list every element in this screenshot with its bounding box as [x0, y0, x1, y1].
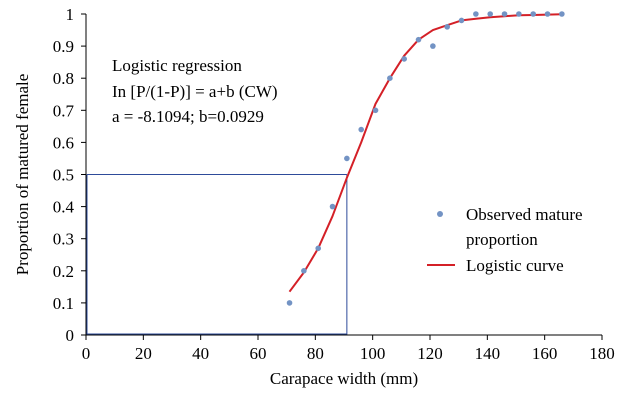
- x-tick-label: 140: [475, 344, 501, 363]
- x-tick-label: 100: [360, 344, 386, 363]
- observed-point: [401, 56, 408, 62]
- series: [286, 11, 565, 306]
- x-tick-label: 40: [192, 344, 209, 363]
- observed-point: [372, 107, 379, 114]
- observed-point: [559, 11, 565, 17]
- legend-marker-observed: [437, 211, 443, 217]
- legend-label-observed-line-2: proportion: [466, 230, 538, 249]
- observed-point: [458, 17, 465, 24]
- y-tick-label: 0.6: [53, 133, 74, 152]
- x-tick-label: 120: [417, 344, 443, 363]
- observed-point: [329, 203, 336, 210]
- reference-lines: [86, 174, 348, 335]
- observed-point: [430, 43, 436, 49]
- legend-label-observed-line-1: Observed mature: [466, 205, 583, 224]
- observed-point: [301, 268, 307, 274]
- legend: Observed mature proportion Logistic curv…: [427, 205, 583, 275]
- x-tick-label: 160: [532, 344, 558, 363]
- x-ticks: 0 20 40 60 80 100 120 140 160 180: [82, 335, 615, 363]
- y-tick-label: 0.9: [53, 37, 74, 56]
- x-tick-label: 180: [589, 344, 615, 363]
- observed-point: [358, 126, 365, 133]
- observed-point: [501, 11, 508, 17]
- legend-label-logistic: Logistic curve: [466, 256, 564, 275]
- y-tick-label: 0: [66, 326, 75, 345]
- x-tick-label: 0: [82, 344, 91, 363]
- observed-point: [415, 36, 422, 43]
- annotation-line-2: In [P/(1-P)] = a+b (CW): [112, 82, 278, 101]
- observed-point: [444, 24, 451, 30]
- regression-annotation: Logistic regression In [P/(1-P)] = a+b (…: [112, 56, 278, 126]
- observed-point: [516, 11, 522, 17]
- annotation-line-3: a = -8.1094; b=0.0929: [112, 107, 264, 126]
- x-tick-label: 60: [250, 344, 267, 363]
- observed-point: [487, 11, 494, 17]
- x-axis-title: Carapace width (mm): [270, 369, 418, 388]
- logistic-curve-line: [288, 13, 562, 293]
- observed-point: [315, 245, 322, 252]
- x-tick-label: 20: [135, 344, 152, 363]
- observed-point: [387, 75, 393, 81]
- x-tick-label: 80: [307, 344, 324, 363]
- y-tick-label: 0.2: [53, 262, 74, 281]
- y-tick-label: 0.3: [53, 230, 74, 249]
- annotation-line-1: Logistic regression: [112, 56, 242, 75]
- observed-point: [530, 11, 536, 17]
- observed-point: [473, 11, 479, 17]
- y-tick-label: 0.5: [53, 166, 74, 185]
- observed-point: [344, 155, 350, 162]
- y-tick-label: 1: [66, 5, 75, 24]
- y-tick-label: 0.1: [53, 294, 74, 313]
- observed-point: [286, 300, 293, 306]
- y-tick-label: 0.7: [53, 101, 75, 120]
- observed-point: [544, 11, 551, 17]
- y-tick-label: 0.8: [53, 69, 74, 88]
- y-ticks: 0 0.1 0.2 0.3 0.4 0.5 0.6 0.7 0.8 0.9 1: [53, 5, 86, 345]
- y-tick-label: 0.4: [53, 198, 75, 217]
- y-axis-title: Proportion of matured female: [13, 74, 32, 276]
